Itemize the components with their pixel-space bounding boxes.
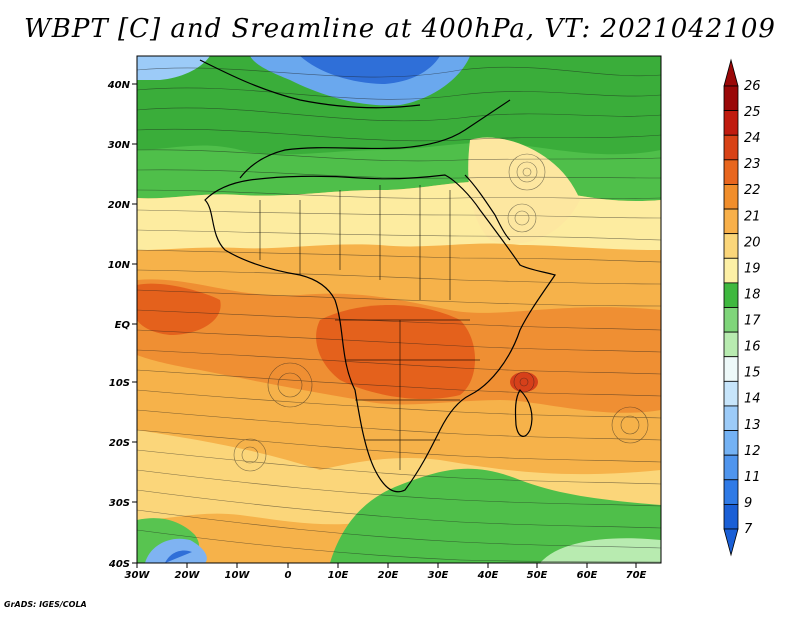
colorbar-swatch bbox=[723, 380, 739, 407]
lon-label-40e: 40E bbox=[477, 570, 499, 581]
lon-label-50e: 50E bbox=[527, 570, 548, 581]
colorbar-label: 9 bbox=[744, 496, 752, 511]
colorbar-label: 19 bbox=[744, 261, 761, 276]
colorbar-swatch bbox=[723, 307, 739, 333]
lon-label-0: 0 bbox=[285, 570, 292, 581]
colorbar-swatch bbox=[723, 479, 739, 505]
colorbar-label: 25 bbox=[744, 105, 761, 120]
colorbar-swatch bbox=[723, 405, 739, 431]
colorbar-label: 11 bbox=[744, 470, 761, 485]
colorbar-label: 22 bbox=[744, 183, 761, 198]
colorbar: 26 25 24 23 22 21 20 19 18 17 16 15 14 13 12 11 9 7 bbox=[723, 58, 761, 557]
colorbar-label: 18 bbox=[744, 287, 761, 302]
lat-label-40s: 40S bbox=[108, 559, 130, 570]
colorbar-swatch bbox=[723, 503, 739, 530]
lon-label-20w: 20W bbox=[175, 570, 201, 581]
latitude-axis: 40N 30N 20N 10N EQ 10S 20S 30S 40S bbox=[107, 80, 137, 570]
lat-label-10s: 10S bbox=[109, 378, 130, 389]
colorbar-label: 23 bbox=[744, 157, 761, 172]
lon-label-70e: 70E bbox=[626, 570, 647, 581]
lon-label-30w: 30W bbox=[125, 570, 151, 581]
lon-label-20e: 20E bbox=[378, 570, 399, 581]
lat-label-20n: 20N bbox=[108, 200, 131, 211]
colorbar-label: 17 bbox=[744, 314, 761, 329]
colorbar-label: 20 bbox=[744, 235, 761, 250]
colorbar-swatch bbox=[723, 233, 739, 259]
colorbar-swatch bbox=[723, 331, 739, 358]
map-title: WBPT [C] and Sreamline at 400hPa, VT: 20… bbox=[24, 14, 776, 44]
colorbar-swatch bbox=[723, 134, 739, 161]
coastlines bbox=[199, 59, 556, 493]
colorbar-label: 26 bbox=[744, 79, 761, 94]
colorbar-swatch bbox=[723, 430, 739, 456]
colorbar-swatch bbox=[723, 454, 739, 481]
colorbar-swatch bbox=[723, 85, 739, 112]
colorbar-label: 13 bbox=[744, 418, 761, 433]
colorbar-swatch bbox=[723, 282, 739, 308]
lon-label-10w: 10W bbox=[225, 570, 251, 581]
colorbar-swatch bbox=[723, 356, 739, 382]
colorbar-arrow-top bbox=[723, 58, 739, 87]
lat-label-eq: EQ bbox=[115, 320, 131, 331]
colorbar-label: 7 bbox=[744, 522, 753, 537]
map-frame bbox=[136, 55, 662, 564]
lon-label-10e: 10E bbox=[328, 570, 349, 581]
lat-label-10n: 10N bbox=[108, 260, 131, 271]
colorbar-label: 12 bbox=[744, 444, 761, 459]
colorbar-swatch bbox=[723, 184, 739, 210]
colorbar-swatch bbox=[723, 257, 739, 284]
lat-label-20s: 20S bbox=[109, 438, 130, 449]
colorbar-swatch bbox=[723, 159, 739, 185]
lat-label-30s: 30S bbox=[109, 498, 130, 509]
colorbar-arrow-bottom bbox=[723, 528, 739, 557]
colorbar-label: 24 bbox=[744, 131, 761, 146]
lon-label-60e: 60E bbox=[577, 570, 598, 581]
colorbar-label: 21 bbox=[744, 209, 761, 224]
colorbar-swatch bbox=[723, 208, 739, 235]
colorbar-label: 16 bbox=[744, 340, 761, 355]
lat-label-40n: 40N bbox=[107, 80, 131, 91]
colorbar-label: 14 bbox=[744, 392, 761, 407]
lat-label-30n: 30N bbox=[108, 140, 131, 151]
grads-credit: GrADS: IGES/COLA bbox=[4, 600, 87, 609]
colorbar-label: 15 bbox=[744, 366, 761, 381]
temperature-field bbox=[137, 56, 661, 563]
longitude-axis: 30W 20W 10W 0 10E 20E 30E 40E 50E 60E 70… bbox=[125, 563, 647, 581]
lon-label-30e: 30E bbox=[428, 570, 449, 581]
colorbar-swatch bbox=[723, 110, 739, 136]
